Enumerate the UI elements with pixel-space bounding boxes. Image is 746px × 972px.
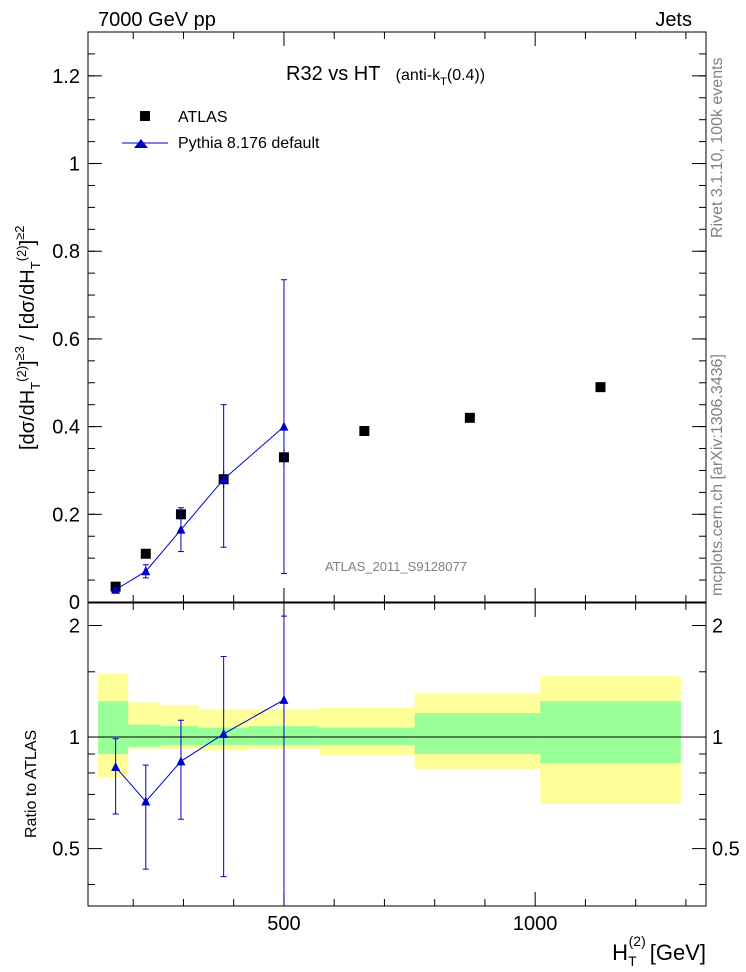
plot-title-sub-end: (0.4))	[447, 67, 485, 84]
pythia-data-point	[176, 524, 186, 534]
main-y-axis-label: [dσ/dHT(2)]≥3 / [dσ/dHT(2)]≥2	[12, 225, 43, 450]
plot-title-main: R32 vs HT	[286, 63, 380, 85]
header-energy-label: 7000 GeV pp	[98, 9, 216, 31]
ratio-pythia-data-point	[111, 762, 121, 772]
ratio-band-inner	[540, 701, 681, 764]
ratio-pythia-data-point	[176, 756, 186, 766]
main-data-marks	[110, 279, 606, 594]
atlas-data-point	[595, 382, 606, 393]
mcplots-source-label: mcplots.cern.ch [arXiv:1306.3436]	[709, 354, 726, 596]
atlas-data-point	[464, 412, 475, 423]
main-y-tick-label: 0.6	[52, 329, 80, 351]
legend-pythia-label: Pythia 8.176 default	[178, 135, 320, 152]
plot-title-sub: (anti-k	[396, 67, 441, 84]
ratio-pythia-data-point	[279, 694, 289, 704]
ratio-band-inner	[128, 724, 161, 748]
ratio-y-tick-label-right: 1	[712, 727, 723, 749]
pythia-data-point	[111, 584, 121, 594]
atlas-data-point	[359, 426, 370, 436]
header-jets-label: Jets	[655, 9, 692, 31]
ratio-band-inner	[414, 713, 541, 755]
ratio-pythia-data-point	[219, 728, 229, 738]
main-y-tick-label: 1	[69, 154, 80, 176]
x-tick-label: 1000	[513, 913, 558, 935]
plot-title-sub-index: T	[440, 76, 447, 88]
main-y-tick-label: 0.8	[52, 241, 80, 263]
ratio-tick-labels: 0.5 0.5 1 1 2 2 500 1000	[52, 615, 740, 935]
x-axis-label-sub: T	[628, 953, 637, 969]
atlas-data-point	[140, 548, 151, 559]
legend-pythia-marker	[134, 139, 148, 148]
x-tick-label: 500	[267, 913, 300, 935]
pythia-data-point	[219, 474, 229, 484]
pythia-data-point	[279, 421, 289, 431]
x-axis-label: HT (2) [GeV]	[612, 933, 706, 969]
analysis-id-watermark: ATLAS_2011_S9128077	[325, 559, 467, 574]
main-y-tick-label: 1.2	[52, 66, 80, 88]
legend-atlas-label: ATLAS	[178, 109, 228, 126]
ratio-y-axis-label: Ratio to ATLAS	[23, 730, 40, 838]
ratio-y-tick-label-left: 1	[69, 727, 80, 749]
x-axis-label-main: H	[612, 940, 628, 965]
ratio-band-inner	[98, 701, 129, 755]
pythia-line	[115, 426, 285, 591]
ratio-pythia-data-point	[141, 796, 151, 806]
main-y-tick-label: 0.4	[52, 417, 80, 439]
legend-atlas-marker	[140, 111, 150, 121]
ratio-band-inner	[160, 726, 199, 746]
pythia-data-point	[141, 566, 151, 576]
ratio-y-tick-label-left: 2	[69, 615, 80, 637]
ratio-band-inner	[319, 727, 415, 746]
main-y-tick-label: 0	[69, 592, 80, 614]
ratio-y-tick-label-right: 2	[712, 615, 723, 637]
ratio-uncertainty-bands	[98, 673, 681, 804]
ratio-y-tick-label-left: 0.5	[52, 839, 80, 861]
plot-title: R32 vs HT (anti-kT(0.4))	[286, 63, 485, 88]
ratio-y-tick-label-right: 0.5	[712, 839, 740, 861]
main-y-tick-labels: 0 0.2 0.4 0.6 0.8 1 1.2	[52, 66, 80, 614]
main-y-tick-label: 0.2	[52, 504, 80, 526]
legend: ATLAS Pythia 8.176 default	[122, 109, 320, 152]
x-axis-label-sup: (2)	[629, 933, 646, 949]
ratio-data-marks	[111, 615, 289, 906]
ratio-plot-panel: 0.5 0.5 1 1 2 2 500 1000	[52, 602, 740, 935]
main-axis-ticks	[88, 31, 706, 603]
main-plot-panel: 0 0.2 0.4 0.6 0.8 1 1.2 R32 vs HT (anti-kT(0.4…	[52, 31, 707, 614]
rivet-version-label: Rivet 3.1.10, 100k events	[709, 57, 726, 238]
x-axis-label-unit: [GeV]	[650, 940, 706, 965]
